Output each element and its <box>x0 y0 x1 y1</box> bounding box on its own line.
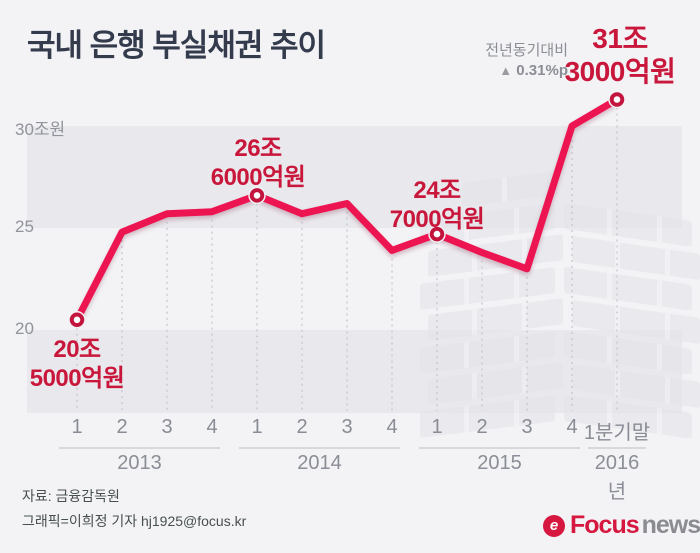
point-label-line: 3000억원 <box>564 56 676 87</box>
focus-swirl-icon: e <box>543 514 565 537</box>
y-tick-20: 20 <box>15 319 34 338</box>
page-title: 국내 은행 부실채권 추이 <box>27 28 326 63</box>
x-tick-label: 2 <box>476 416 488 438</box>
point-label-line: 24조 <box>413 177 461 204</box>
yoy-annotation: 전년동기대비 ▲ 0.31%p <box>400 41 568 81</box>
trend-line-path <box>73 96 621 324</box>
brand-name-news: news <box>641 511 700 539</box>
x-tick-label: 1 <box>71 416 83 438</box>
x-tick-label: 3 <box>161 416 173 438</box>
x-tick-label: 1분기말 <box>583 422 651 444</box>
year-underline <box>588 447 646 449</box>
point-label-line: 5000억원 <box>29 365 125 392</box>
x-tick-label: 2 <box>296 416 308 438</box>
point-label-2013-q1: 20조 5000억원 <box>7 335 147 393</box>
x-tick-label: 3 <box>521 416 533 438</box>
data-point-marker-center <box>253 192 261 199</box>
y-tick-30: 30조원 <box>15 120 66 139</box>
year-label: 2014 <box>297 452 342 474</box>
trend-line <box>73 96 621 324</box>
point-label-2016-q1: 31조 3000억원 <box>539 22 700 88</box>
point-label-line: 7000억원 <box>389 206 485 233</box>
money-stack-watermark <box>420 171 700 439</box>
data-point-markers <box>68 90 626 329</box>
x-tick-label: 1 <box>251 416 263 438</box>
x-tick-label: 2 <box>116 416 128 438</box>
source-note: 자료: 금융감독원 <box>22 488 120 504</box>
credit-note: 그래픽=이희정 기자 hj1925@focus.kr <box>22 513 247 529</box>
y-tick-25: 25 <box>15 217 34 236</box>
yoy-label: 전년동기대비 <box>485 42 568 59</box>
point-label-line: 31조 <box>592 23 648 54</box>
x-tick-label: 3 <box>341 416 353 438</box>
x-tick-label: 1 <box>431 416 443 438</box>
year-label: 2016년 <box>594 452 640 503</box>
x-tick-label: 4 <box>566 416 578 438</box>
focus-news-logo: e Focus news <box>543 511 700 540</box>
year-underline <box>419 447 580 449</box>
x-tick-label: 4 <box>386 416 398 438</box>
year-label: 2015 <box>477 452 522 474</box>
yoy-value-row: ▲ 0.31%p <box>400 61 568 81</box>
data-point-marker-center <box>73 316 81 324</box>
guide-lines <box>76 107 618 411</box>
x-tick-label: 4 <box>206 416 218 438</box>
year-underline <box>239 447 400 449</box>
year-label: 2013 <box>117 452 162 474</box>
data-point-marker-center <box>613 96 621 103</box>
year-underline <box>59 447 220 449</box>
yoy-value: 0.31%p <box>516 62 568 79</box>
up-triangle-icon: ▲ <box>499 63 513 78</box>
brand-name-focus: Focus <box>570 511 640 539</box>
point-label-line: 20조 <box>53 336 101 363</box>
point-label-line: 6000억원 <box>210 164 306 191</box>
point-label-2015-q1: 24조 7000억원 <box>367 176 507 234</box>
point-label-2014-q1: 26조 6000억원 <box>188 134 328 192</box>
data-point-marker-center <box>433 230 441 238</box>
point-label-line: 26조 <box>234 135 282 162</box>
